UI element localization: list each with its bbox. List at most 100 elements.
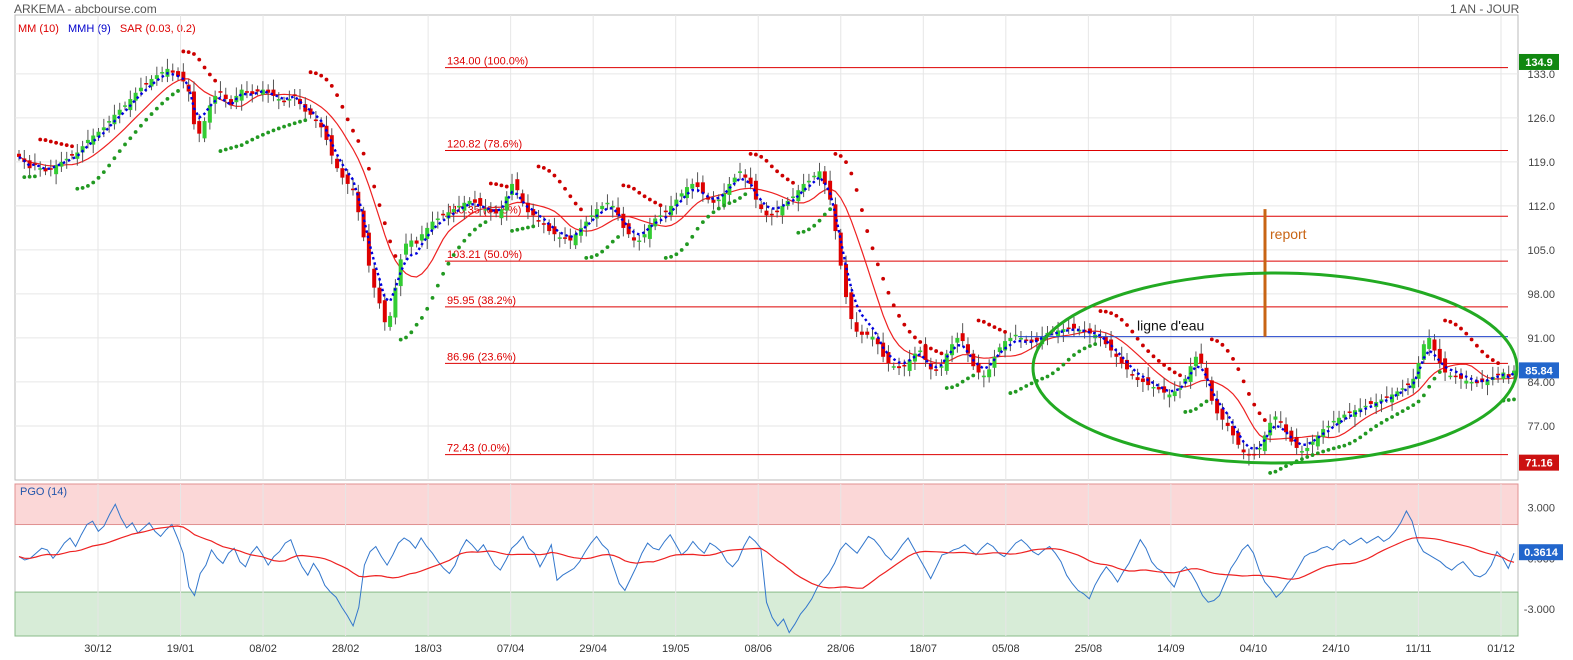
candle-body [59, 161, 64, 167]
candle [584, 216, 589, 237]
sar-dot [80, 186, 85, 190]
candle [1119, 346, 1124, 369]
candle-body [626, 223, 631, 235]
candle-body [584, 221, 589, 227]
y-tick-label: 91.00 [1527, 333, 1555, 345]
candle-body [1268, 422, 1273, 436]
candle [1352, 404, 1357, 427]
candle [1024, 335, 1029, 345]
sar-dot [939, 351, 944, 356]
candle [292, 89, 297, 106]
sar-dot [234, 144, 239, 149]
sar-dot [483, 220, 488, 225]
sar-dot [462, 238, 467, 243]
sar-dot [144, 117, 149, 122]
candle-body [197, 121, 202, 134]
candle [123, 101, 128, 111]
candle [1490, 366, 1495, 386]
candle-body [1013, 334, 1018, 337]
candle-body [170, 70, 175, 73]
candle-body [96, 131, 101, 138]
candle [154, 66, 159, 86]
sar-dot [700, 220, 705, 225]
candle-body [133, 92, 138, 101]
sar-dot [807, 227, 811, 232]
sar-dot [425, 306, 430, 311]
x-tick-label: 28/06 [827, 643, 855, 655]
candle-body [457, 205, 462, 208]
sar-dot [356, 139, 361, 143]
sar-dot [1220, 342, 1225, 347]
candle [59, 151, 64, 172]
candle [907, 349, 912, 377]
sar-dot [504, 184, 509, 189]
candle [610, 200, 615, 218]
sar-dot [1146, 349, 1151, 354]
candle-body [38, 168, 43, 170]
sar-dot [229, 146, 233, 150]
fib-label: 120.82 (78.6%) [447, 138, 522, 150]
candle [616, 197, 621, 221]
sar-dot [928, 346, 933, 351]
candle-body [679, 193, 684, 197]
sar-dot [1167, 367, 1172, 371]
candle-body [409, 240, 414, 247]
candle-body [875, 338, 880, 345]
candle-body [568, 235, 573, 241]
sar-dot [600, 249, 605, 254]
sar-dot [335, 93, 339, 98]
sar-dot [1305, 455, 1310, 459]
x-tick-label: 08/06 [744, 643, 772, 655]
candle-body [467, 200, 472, 205]
candle-body [1485, 380, 1490, 386]
candle-body [557, 237, 562, 239]
candle-body [1368, 401, 1373, 404]
candle-body [695, 182, 700, 188]
candle-body [313, 119, 318, 122]
candle [1278, 411, 1283, 429]
candle-body [350, 188, 355, 191]
candle [1337, 410, 1342, 433]
sar-dot [1427, 384, 1432, 389]
candle-body [711, 199, 716, 203]
candle-body [769, 213, 774, 216]
candle-body [1103, 336, 1108, 345]
candle-body [494, 209, 499, 214]
sar-dot [510, 228, 514, 233]
sar-dot [1209, 337, 1214, 342]
candle [160, 66, 165, 83]
candle-body [361, 210, 366, 238]
candle-body [838, 232, 843, 266]
x-tick-label: 14/09 [1157, 643, 1185, 655]
candle-body [1453, 375, 1458, 378]
sar-dot [1188, 409, 1193, 414]
candle-body [260, 89, 265, 95]
sar-dot [1347, 441, 1352, 446]
candle-body [902, 364, 907, 367]
candle-body [1363, 405, 1368, 408]
candle-body [923, 345, 928, 360]
candle [462, 195, 467, 220]
sar-dot [1045, 374, 1050, 379]
sar-dot [849, 171, 854, 176]
x-tick-label: 25/08 [1075, 643, 1103, 655]
sar-dot [276, 126, 281, 131]
sar-dot [1326, 448, 1331, 452]
candle-body [70, 154, 75, 156]
sar-dot [170, 92, 175, 97]
candle-body [1130, 374, 1135, 376]
y-tick-label: 98.00 [1527, 289, 1555, 301]
candle [796, 184, 801, 212]
sar-dot [1411, 403, 1416, 408]
candle-body [1193, 356, 1198, 367]
candle [1321, 420, 1326, 444]
candle [1273, 411, 1278, 430]
candle [32, 153, 37, 171]
candle [457, 195, 462, 212]
candle [472, 190, 477, 210]
candle-body [1512, 370, 1516, 376]
sar-dot [414, 322, 419, 327]
candle-body [547, 223, 552, 232]
candle-body [1135, 377, 1140, 381]
candle-body [356, 191, 361, 213]
